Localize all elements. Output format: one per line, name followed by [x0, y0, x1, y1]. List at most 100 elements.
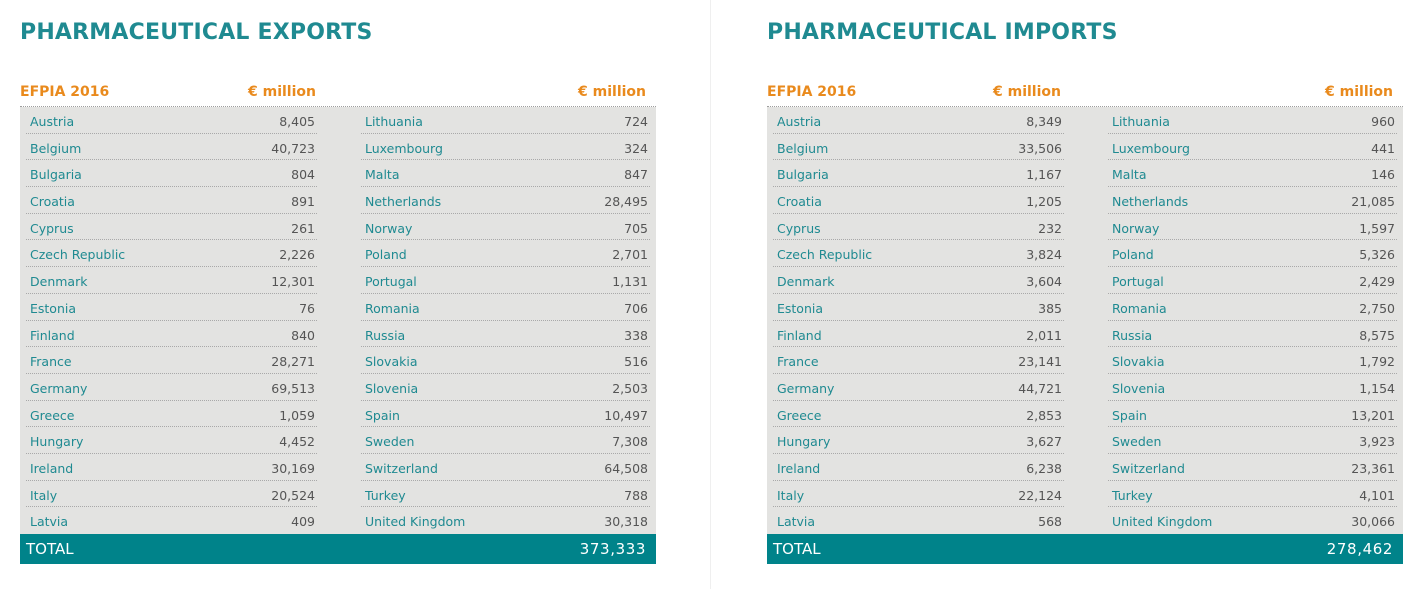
country-value: 40,723: [271, 140, 315, 156]
country-name: Slovakia: [365, 354, 418, 370]
table-row: Czech Republic 3,824: [767, 240, 1070, 268]
imports-header-divider: [767, 106, 1403, 107]
country-name: Lithuania: [1112, 114, 1170, 129]
row-divider: [26, 132, 317, 134]
table-row: Greece 2,853: [767, 401, 1070, 428]
country-name: Hungary: [777, 434, 831, 450]
row-divider: [361, 292, 650, 294]
row-divider: [361, 132, 650, 134]
table-row: Austria 8,405: [20, 107, 323, 134]
country-value: 30,318: [604, 514, 648, 530]
country-value: 891: [291, 194, 315, 210]
country-name: Poland: [1112, 247, 1154, 263]
row-divider: [1108, 292, 1397, 294]
panel-divider: [710, 0, 711, 589]
exports-header-divider: [20, 106, 656, 107]
exports-unit-right: € million: [578, 84, 646, 100]
table-row: Ireland 30,169: [20, 454, 323, 481]
country-name: Ireland: [777, 460, 821, 476]
row-divider: [361, 266, 650, 268]
table-row: Norway 1,597: [1102, 214, 1403, 241]
country-name: Sweden: [1112, 434, 1162, 450]
table-row: Austria 8,349: [767, 107, 1070, 134]
table-row: Netherlands 21,085: [1102, 187, 1403, 214]
row-divider: [1108, 452, 1397, 454]
country-name: United Kingdom: [365, 514, 466, 530]
country-name: Bulgaria: [777, 167, 829, 183]
table-row: Luxembourg 324: [355, 134, 656, 161]
row-divider: [1108, 186, 1397, 188]
country-value: 3,824: [1026, 247, 1062, 263]
country-name: Finland: [30, 327, 75, 343]
country-value: 69,513: [271, 380, 315, 396]
table-row: United Kingdom 30,066: [1102, 507, 1403, 534]
country-value: 33,506: [1018, 140, 1062, 156]
country-value: 20,524: [271, 487, 315, 503]
row-divider: [361, 159, 650, 161]
country-name: Croatia: [777, 194, 822, 210]
exports-table: Austria 8,405 Belgium 40,723 Bulgaria 804 Croa…: [20, 107, 656, 534]
country-name: Bulgaria: [30, 167, 82, 183]
country-value: 2,750: [1359, 300, 1395, 316]
row-divider: [361, 186, 650, 188]
table-row: Bulgaria 1,167: [767, 160, 1070, 188]
country-value: 568: [1038, 514, 1062, 530]
country-name: Ireland: [30, 460, 74, 476]
table-row: Romania 2,750: [1102, 294, 1403, 321]
row-divider: [361, 212, 650, 214]
country-name: Poland: [365, 247, 407, 263]
row-divider: [773, 239, 1064, 241]
row-divider: [26, 319, 317, 321]
country-value: 23,141: [1018, 354, 1062, 370]
country-value: 10,497: [604, 407, 648, 423]
row-divider: [773, 479, 1064, 481]
row-divider: [361, 399, 650, 401]
country-value: 1,154: [1359, 380, 1395, 396]
country-value: 44,721: [1018, 380, 1062, 396]
row-divider: [1108, 426, 1397, 428]
country-value: 13,201: [1351, 407, 1395, 423]
country-name: Norway: [1112, 220, 1160, 236]
country-value: 1,059: [279, 407, 315, 423]
country-name: Netherlands: [365, 194, 442, 210]
table-row: Czech Republic 2,226: [20, 240, 323, 268]
country-name: Luxembourg: [365, 140, 443, 156]
row-divider: [1108, 346, 1397, 348]
table-row: Portugal 1,131: [355, 267, 656, 294]
row-divider: [26, 292, 317, 294]
table-row: Russia 8,575: [1102, 321, 1403, 348]
country-name: Latvia: [777, 514, 816, 530]
country-name: Greece: [30, 407, 75, 423]
table-row: Denmark 12,301: [20, 267, 323, 294]
row-divider: [26, 346, 317, 348]
table-row: Switzerland 23,361: [1102, 454, 1403, 481]
country-name: Denmark: [777, 274, 835, 290]
country-name: Croatia: [30, 194, 75, 210]
table-row: Estonia 385: [767, 294, 1070, 321]
table-row: Spain 10,497: [355, 401, 656, 428]
table-row: Finland 840: [20, 321, 323, 348]
table-row: Hungary 3,627: [767, 427, 1070, 454]
table-row: United Kingdom 30,318: [355, 507, 656, 534]
country-value: 8,575: [1359, 327, 1395, 343]
table-row: Poland 2,701: [355, 240, 656, 268]
country-value: 146: [1371, 167, 1395, 183]
row-divider: [1108, 212, 1397, 214]
country-name: Romania: [1112, 300, 1167, 316]
row-divider: [773, 212, 1064, 214]
country-value: 30,169: [271, 460, 315, 476]
row-divider: [773, 372, 1064, 374]
row-divider: [773, 399, 1064, 401]
table-row: Cyprus 261: [20, 214, 323, 241]
country-name: Cyprus: [30, 220, 74, 236]
table-row: France 23,141: [767, 347, 1070, 374]
country-name: United Kingdom: [1112, 514, 1213, 530]
row-divider: [26, 186, 317, 188]
country-value: 4,452: [279, 434, 315, 450]
country-value: 1,131: [612, 274, 648, 290]
row-divider: [773, 506, 1064, 508]
row-divider: [26, 479, 317, 481]
country-name: Belgium: [777, 140, 829, 156]
row-divider: [773, 266, 1064, 268]
country-value: 3,627: [1026, 434, 1062, 450]
